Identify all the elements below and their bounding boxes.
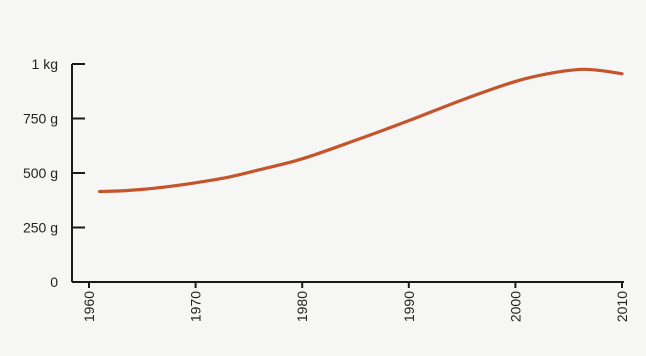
x-tick-label: 2010 bbox=[614, 291, 630, 322]
y-axis: 0 250 g 500 g 750 g 1 kg bbox=[23, 56, 85, 290]
x-tick-label: 1990 bbox=[401, 291, 417, 322]
x-tick-label: 1980 bbox=[294, 291, 310, 322]
y-tick-label: 1 kg bbox=[32, 56, 58, 72]
series-line bbox=[98, 67, 624, 194]
x-tick-label: 1970 bbox=[188, 291, 204, 322]
x-axis: 1960 1970 1980 1990 2000 2010 bbox=[72, 281, 630, 322]
series-group bbox=[98, 67, 624, 194]
y-tick-label: 250 g bbox=[23, 220, 58, 236]
x-tick-label: 1960 bbox=[81, 291, 97, 322]
y-tick-label: 500 g bbox=[23, 165, 58, 181]
y-tick-label: 750 g bbox=[23, 111, 58, 127]
y-tick-label: 0 bbox=[50, 274, 58, 290]
x-tick-label: 2000 bbox=[507, 291, 523, 322]
